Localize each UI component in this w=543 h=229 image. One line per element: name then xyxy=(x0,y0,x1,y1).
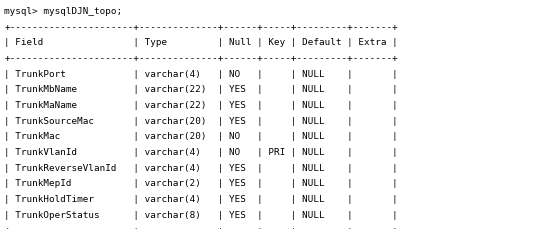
Text: | TrunkVlanId          | varchar(4)   | NO   | PRI | NULL    |       |: | TrunkVlanId | varchar(4) | NO | PRI | … xyxy=(4,148,398,157)
Text: | TrunkHoldTimer       | varchar(4)   | YES  |     | NULL    |       |: | TrunkHoldTimer | varchar(4) | YES | | … xyxy=(4,195,398,204)
Text: +----------------------+--------------+------+-----+---------+-------+: +----------------------+--------------+-… xyxy=(4,54,398,63)
Text: | TrunkMepId           | varchar(2)   | YES  |     | NULL    |       |: | TrunkMepId | varchar(2) | YES | | NULL… xyxy=(4,180,398,188)
Text: +----------------------+--------------+------+-----+---------+-------+: +----------------------+--------------+-… xyxy=(4,226,398,229)
Text: | TrunkSourceMac       | varchar(20)  | YES  |     | NULL    |       |: | TrunkSourceMac | varchar(20) | YES | |… xyxy=(4,117,398,126)
Text: +----------------------+--------------+------+-----+---------+-------+: +----------------------+--------------+-… xyxy=(4,23,398,32)
Text: | TrunkPort            | varchar(4)   | NO   |     | NULL    |       |: | TrunkPort | varchar(4) | NO | | NULL |… xyxy=(4,70,398,79)
Text: | TrunkReverseVlanId   | varchar(4)   | YES  |     | NULL    |       |: | TrunkReverseVlanId | varchar(4) | YES … xyxy=(4,164,398,173)
Text: | TrunkMac             | varchar(20)  | NO   |     | NULL    |       |: | TrunkMac | varchar(20) | NO | | NULL |… xyxy=(4,132,398,141)
Text: | Field                | Type         | Null | Key | Default | Extra |: | Field | Type | Null | Key | Default | … xyxy=(4,38,398,47)
Text: | TrunkMbName          | varchar(22)  | YES  |     | NULL    |       |: | TrunkMbName | varchar(22) | YES | | NU… xyxy=(4,85,398,94)
Text: mysql> mysqlDJN_topo;: mysql> mysqlDJN_topo; xyxy=(4,7,123,16)
Text: | TrunkOperStatus      | varchar(8)   | YES  |     | NULL    |       |: | TrunkOperStatus | varchar(8) | YES | |… xyxy=(4,211,398,220)
Text: | TrunkMaName          | varchar(22)  | YES  |     | NULL    |       |: | TrunkMaName | varchar(22) | YES | | NU… xyxy=(4,101,398,110)
